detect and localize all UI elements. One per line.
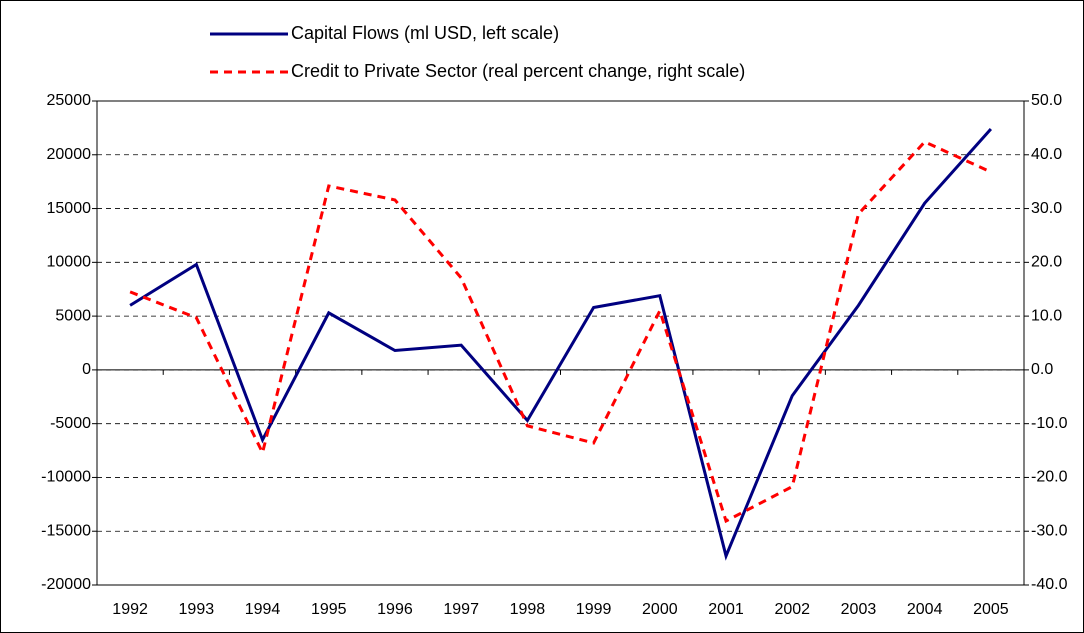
y2-tick-label: -10.0: [1031, 415, 1068, 432]
y-tick-label: -15000: [41, 522, 91, 539]
x-tick-label: 1995: [311, 601, 347, 618]
y-tick-label: 15000: [47, 200, 92, 217]
y2-tick-label: -30.0: [1031, 522, 1068, 539]
x-tick-label: 1996: [377, 601, 413, 618]
x-tick-label: 2001: [708, 601, 744, 618]
y-tick-label: -10000: [41, 469, 91, 486]
y-tick-label: -5000: [50, 415, 91, 432]
y-tick-label: 10000: [47, 254, 92, 271]
x-tick-label: 1997: [443, 601, 479, 618]
x-tick-label: 2002: [774, 601, 810, 618]
x-tick-label: 1999: [576, 601, 612, 618]
series-line: [129, 127, 993, 561]
x-tick-label: 1998: [510, 601, 546, 618]
legend-label: Capital Flows (ml USD, left scale): [291, 23, 559, 43]
x-tick-label: 1993: [179, 601, 215, 618]
y2-tick-label: 20.0: [1031, 254, 1062, 271]
y2-tick-label: 10.0: [1031, 307, 1062, 324]
y-tick-label: 20000: [47, 146, 92, 163]
y-tick-label: -20000: [41, 576, 91, 593]
y2-tick-label: -40.0: [1031, 576, 1068, 593]
legend-label: Credit to Private Sector (real percent c…: [291, 61, 745, 81]
x-tick-label: 2004: [907, 601, 943, 618]
y2-tick-label: 0.0: [1031, 361, 1053, 378]
x-tick-label: 2003: [841, 601, 877, 618]
y-tick-label: 5000: [55, 307, 91, 324]
x-tick-label: 1994: [245, 601, 281, 618]
y2-tick-label: 50.0: [1031, 92, 1062, 109]
x-tick-label: 2000: [642, 601, 678, 618]
series-line: [129, 140, 992, 524]
y-tick-label: 0: [82, 361, 91, 378]
y2-tick-label: 30.0: [1031, 200, 1062, 217]
y2-tick-label: 40.0: [1031, 146, 1062, 163]
y-tick-label: 25000: [47, 92, 92, 109]
x-tick-label: 2005: [973, 601, 1009, 618]
x-tick-label: 1992: [112, 601, 148, 618]
y2-tick-label: -20.0: [1031, 469, 1068, 486]
